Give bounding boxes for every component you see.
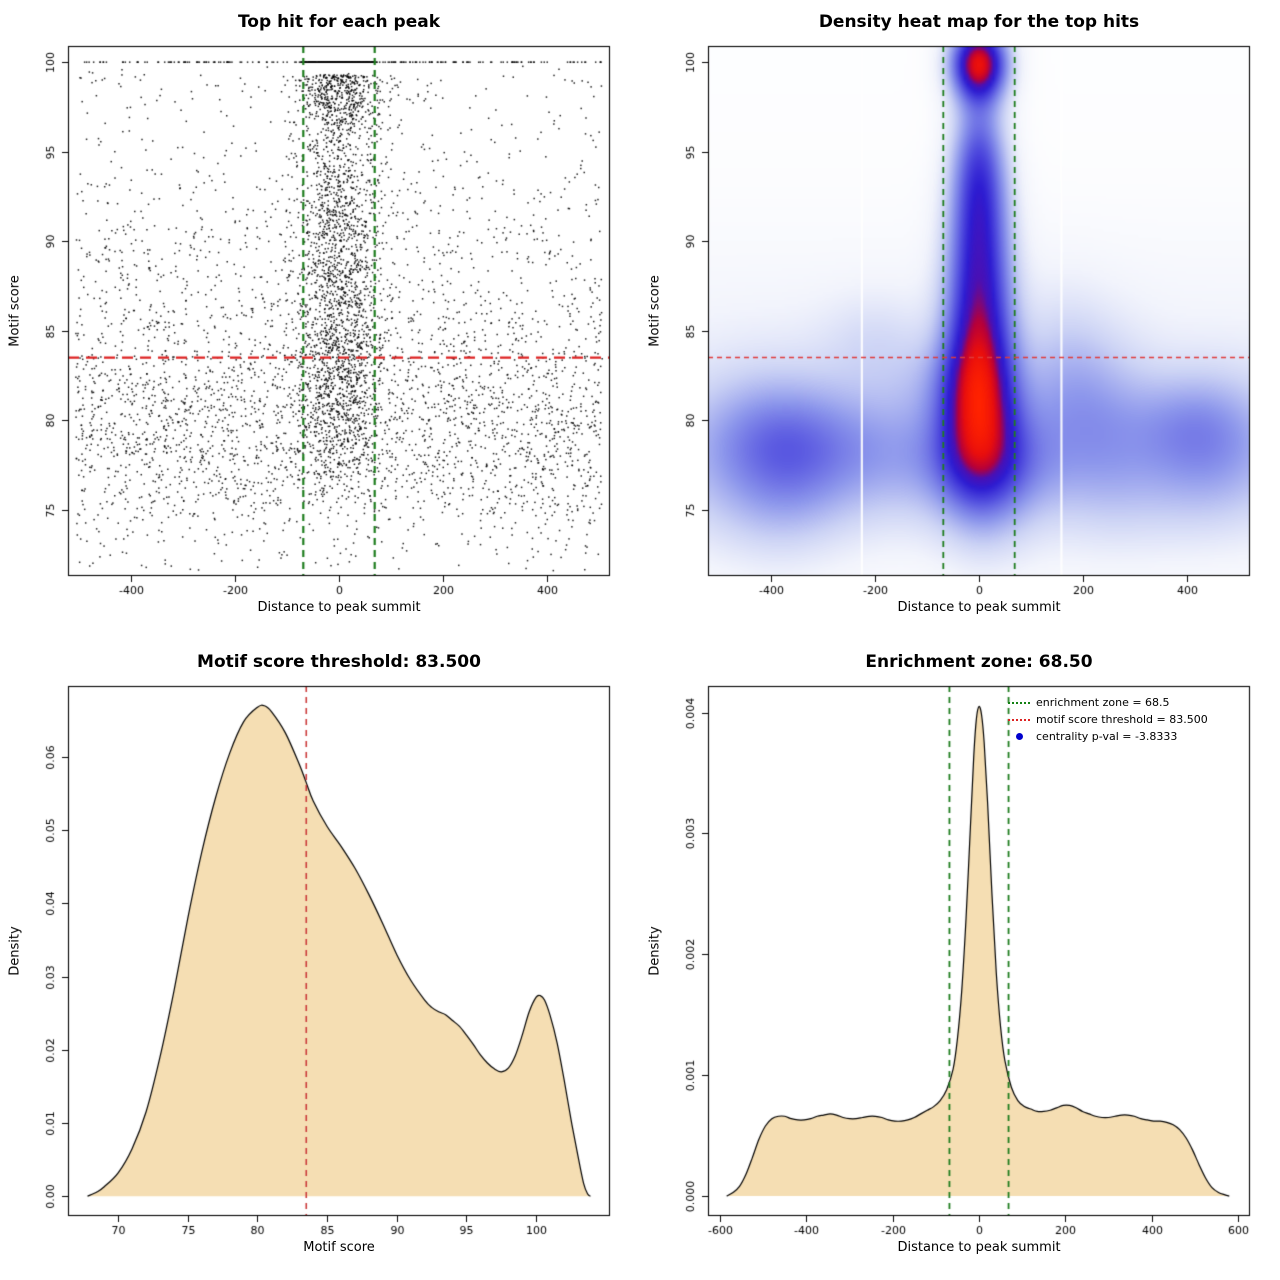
motif-score-density-canvas — [0, 640, 640, 1280]
chart-title: Enrichment zone: 68.50 — [865, 652, 1093, 672]
legend: enrichment zone = 68.5 motif score thres… — [1008, 696, 1208, 743]
distance-density-canvas — [640, 640, 1280, 1280]
legend-item-enrichment-zone: enrichment zone = 68.5 — [1008, 696, 1208, 709]
x-axis-label: Distance to peak summit — [897, 600, 1061, 615]
x-axis-label: Motif score — [303, 1240, 375, 1255]
y-axis-label: Density — [647, 926, 663, 976]
legend-label: motif score threshold = 83.500 — [1036, 713, 1208, 726]
legend-item-score-threshold: motif score threshold = 83.500 — [1008, 713, 1208, 726]
y-axis-label: Motif score — [647, 275, 663, 347]
legend-label: enrichment zone = 68.5 — [1036, 696, 1170, 709]
score-threshold-line-swatch — [1008, 718, 1030, 721]
legend-label: centrality p-val = -3.8333 — [1036, 730, 1178, 743]
chart-title: Density heat map for the top hits — [818, 12, 1140, 32]
heatmap-canvas — [640, 0, 1280, 640]
panel-density-heatmap: Density heat map for the top hits Distan… — [640, 0, 1280, 640]
scatter-plot-canvas — [0, 0, 640, 640]
panel-enrichment-zone-density: Enrichment zone: 68.50 Distance to peak … — [640, 640, 1280, 1280]
y-axis-label: Density — [7, 926, 23, 976]
enrichment-zone-line-swatch — [1008, 701, 1030, 704]
panel-motif-score-density: Motif score threshold: 83.500 Motif scor… — [0, 640, 640, 1280]
x-axis-label: Distance to peak summit — [897, 1240, 1061, 1255]
centrality-pval-dot-swatch — [1008, 733, 1030, 740]
panel-top-hit-scatter: Top hit for each peak Distance to peak s… — [0, 0, 640, 640]
chart-title: Motif score threshold: 83.500 — [197, 652, 481, 672]
x-axis-label: Distance to peak summit — [257, 600, 421, 615]
y-axis-label: Motif score — [7, 275, 23, 347]
chart-title: Top hit for each peak — [237, 12, 441, 32]
legend-item-centrality-pval: centrality p-val = -3.8333 — [1008, 730, 1208, 743]
